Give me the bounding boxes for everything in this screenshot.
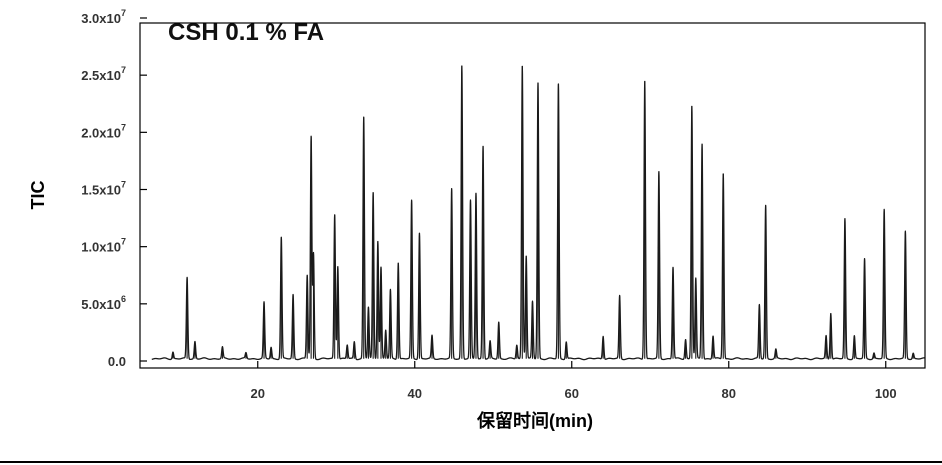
y-tick-label: 1.0x107: [81, 237, 126, 255]
plot-frame: [139, 22, 926, 369]
y-tick-label: 2.5x107: [81, 65, 126, 83]
y-tick-label: 0.0: [108, 354, 126, 369]
y-axis-ticks: 0.0 5.0x106 1.0x107 1.5x107 2.0x107 2.5x107 3.…: [81, 8, 147, 369]
x-tick-label: 60: [565, 386, 579, 401]
x-tick-label: 100: [875, 386, 897, 401]
peak-marks: [172, 66, 914, 359]
y-tick-label: 3.0x107: [81, 8, 126, 26]
x-tick-label: 40: [408, 386, 422, 401]
y-tick-label: 2.0x107: [81, 122, 126, 140]
y-axis-label: TIC: [28, 181, 48, 210]
x-tick-label: 80: [722, 386, 736, 401]
x-axis-ticks: 20 40 60 80 100: [251, 361, 897, 401]
y-tick-label: 1.5x107: [81, 180, 126, 198]
x-axis-label: 保留时间(min): [476, 410, 593, 431]
x-tick-label: 20: [251, 386, 265, 401]
y-tick-label: 5.0x106: [81, 294, 126, 312]
